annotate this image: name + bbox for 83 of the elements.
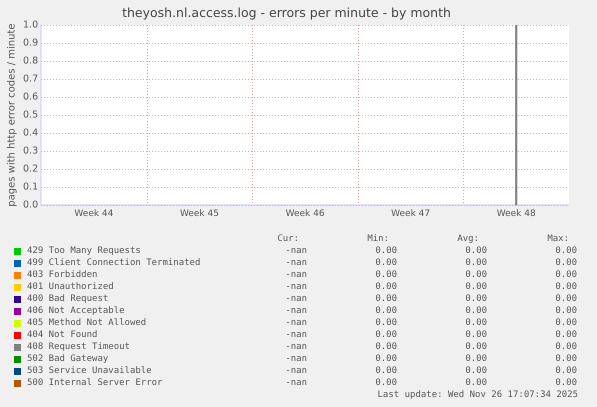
text: -nan: [284, 293, 307, 305]
text: 0.00: [464, 293, 487, 305]
text: 0.00: [464, 269, 487, 281]
text: 0.00: [464, 305, 487, 317]
text: 0.00: [464, 365, 487, 377]
text: 0.00: [554, 245, 577, 257]
text: 0.00: [374, 293, 397, 305]
legend-label: 406 Not Acceptable: [27, 305, 125, 317]
x-tick-label: Week 47: [391, 208, 430, 219]
legend-label: 499 Client Connection Terminated: [27, 257, 200, 269]
y-axis-title: pages with http error codes / minute: [6, 24, 18, 207]
legend-label: 405 Method Not Allowed: [27, 317, 146, 329]
text: 0.00: [554, 341, 577, 353]
text: 0.00: [374, 269, 397, 281]
legend-label: 400 Bad Request: [27, 293, 108, 305]
text: 0.00: [464, 245, 487, 257]
text: 0.00: [464, 317, 487, 329]
text: 0.00: [464, 353, 487, 365]
text: 0.00: [554, 269, 577, 281]
text: -nan: [284, 281, 307, 293]
x-tick-label: Week 46: [286, 208, 325, 219]
text: 0.00: [374, 377, 397, 389]
chart-title: theyosh.nl.access.log - errors per minute - by month: [122, 4, 451, 20]
text: 0.00: [374, 317, 397, 329]
text: 0.00: [464, 341, 487, 353]
text: 0.00: [464, 281, 487, 293]
text: 0.00: [554, 293, 577, 305]
text: 0.00: [374, 281, 397, 293]
x-tick-label: Week 44: [74, 208, 114, 219]
x-tick-label: Week 45: [180, 208, 219, 219]
text: 0.00: [374, 329, 397, 341]
text: 0.00: [464, 377, 487, 389]
y-tick-label: 1.0: [23, 19, 38, 30]
text: -nan: [284, 257, 307, 269]
text: 0.00: [554, 377, 577, 389]
text: -nan: [284, 269, 307, 281]
text: -nan: [284, 329, 307, 341]
text: -nan: [284, 365, 307, 377]
text: Min:: [366, 233, 389, 245]
text: 0.00: [374, 365, 397, 377]
text: 0.00: [554, 281, 577, 293]
text: 0.00: [374, 245, 397, 257]
legend-label: 503 Service Unavailable: [27, 365, 152, 377]
y-tick-label: 0.3: [23, 146, 38, 157]
text: 0.00: [464, 257, 487, 269]
y-tick-label: 0.9: [23, 37, 38, 48]
legend-label: 502 Bad Gateway: [27, 353, 108, 365]
y-tick-label: 0.1: [23, 182, 38, 193]
text: 0.00: [374, 353, 397, 365]
y-tick-label: 0.6: [23, 92, 38, 103]
text: -nan: [284, 305, 307, 317]
x-tick-label: Week 48: [496, 208, 536, 219]
legend-label: 404 Not Found: [27, 329, 98, 341]
legend-label: 429 Too Many Requests: [27, 245, 141, 257]
text: Max:: [546, 233, 569, 245]
legend-label: 408 Request Timeout: [27, 341, 130, 353]
text: 0.00: [554, 329, 577, 341]
text: 0.00: [374, 305, 397, 317]
legend-label: 401 Unauthorized: [27, 281, 114, 293]
text: -nan: [284, 353, 307, 365]
text: 0.00: [374, 341, 397, 353]
text: -nan: [284, 245, 307, 257]
text: 0.00: [374, 257, 397, 269]
text: -nan: [284, 341, 307, 353]
y-tick-label: 0.0: [23, 200, 38, 211]
text: 0.00: [554, 353, 577, 365]
text: -nan: [284, 317, 307, 329]
text: 0.00: [554, 317, 577, 329]
y-tick-label: 0.2: [23, 164, 38, 175]
y-tick-label: 0.4: [23, 128, 38, 139]
y-tick-label: 0.5: [23, 110, 38, 121]
y-tick-label: 0.7: [23, 74, 38, 85]
text: Avg:: [456, 233, 479, 245]
text: 0.00: [464, 329, 487, 341]
y-tick-label: 0.8: [23, 56, 38, 67]
text: 0.00: [554, 257, 577, 269]
text: 0.00: [554, 305, 577, 317]
legend-label: 500 Internal Server Error: [27, 377, 162, 389]
legend-label: 403 Forbidden: [27, 269, 98, 281]
text: Last update: Wed Nov 26 17:07:34 2025: [378, 389, 578, 401]
text: 0.00: [554, 365, 577, 377]
text: Cur:: [276, 233, 299, 245]
text: -nan: [284, 377, 307, 389]
